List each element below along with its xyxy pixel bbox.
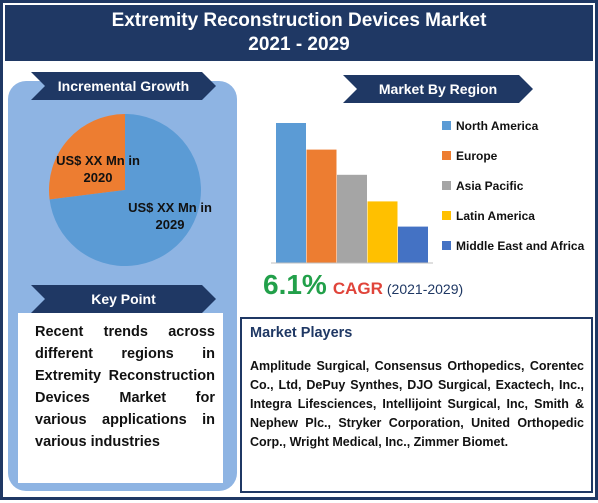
legend-label: Latin America bbox=[456, 209, 535, 223]
legend-swatch bbox=[442, 181, 451, 191]
market-players-box: Market Players Amplitude Surgical, Conse… bbox=[240, 317, 593, 493]
market-by-region-ribbon: Market By Region bbox=[343, 75, 533, 103]
legend-swatch bbox=[442, 151, 451, 161]
key-point-box: Recent trends across different regions i… bbox=[18, 313, 223, 483]
key-point-label: Key Point bbox=[91, 291, 156, 307]
pie-slice-2020 bbox=[48, 114, 125, 200]
title-line-2: 2021 - 2029 bbox=[248, 34, 350, 55]
bar-latin-america bbox=[367, 201, 398, 263]
title-line-1: Extremity Reconstruction Devices Market bbox=[111, 10, 487, 31]
incremental-growth-pie bbox=[48, 114, 202, 266]
legend-swatch bbox=[442, 211, 451, 221]
bar-north-america bbox=[276, 123, 306, 263]
market-players-text: Amplitude Surgical, Consensus Orthopedic… bbox=[250, 359, 584, 449]
legend-item-north-america: North America bbox=[442, 119, 538, 133]
cagr-callout: 6.1% CAGR (2021-2029) bbox=[263, 269, 563, 301]
bar-asia-pacific bbox=[337, 174, 367, 263]
legend-label: Europe bbox=[456, 149, 498, 163]
key-point-ribbon: Key Point bbox=[31, 285, 216, 313]
cagr-value: 6.1% bbox=[263, 269, 327, 300]
legend-label: Middle East and Africa bbox=[456, 239, 585, 253]
legend-swatch bbox=[442, 241, 451, 251]
legend-label: Asia Pacific bbox=[456, 179, 524, 193]
pie-slice-2029 bbox=[49, 114, 202, 266]
legend-swatch bbox=[442, 121, 451, 131]
key-point-text: Recent trends across different regions i… bbox=[35, 324, 215, 450]
market-by-region-label: Market By Region bbox=[378, 81, 498, 97]
legend-item-middle-east-and-africa: Middle East and Africa bbox=[442, 239, 584, 253]
pie-label-2020: US$ XX Mn in 2020 bbox=[56, 153, 140, 185]
cagr-word: CAGR bbox=[332, 279, 383, 298]
legend-item-latin-america: Latin America bbox=[442, 209, 535, 223]
incremental-growth-ribbon: Incremental Growth bbox=[31, 72, 216, 100]
region-bar-chart bbox=[271, 123, 433, 264]
pie-label-2029: US$ XX Mn in 2029 bbox=[128, 200, 212, 232]
market-players-title: Market Players bbox=[250, 325, 353, 341]
cagr-years: (2021-2029) bbox=[386, 281, 464, 297]
legend-label: North America bbox=[456, 119, 539, 133]
legend-item-asia-pacific: Asia Pacific bbox=[442, 179, 523, 193]
legend-item-europe: Europe bbox=[442, 149, 497, 163]
title-bar: Extremity Reconstruction Devices Market … bbox=[5, 5, 593, 61]
bar-middle-east-and-africa bbox=[398, 226, 428, 263]
bar-europe bbox=[306, 149, 337, 263]
incremental-growth-label: Incremental Growth bbox=[57, 78, 190, 94]
